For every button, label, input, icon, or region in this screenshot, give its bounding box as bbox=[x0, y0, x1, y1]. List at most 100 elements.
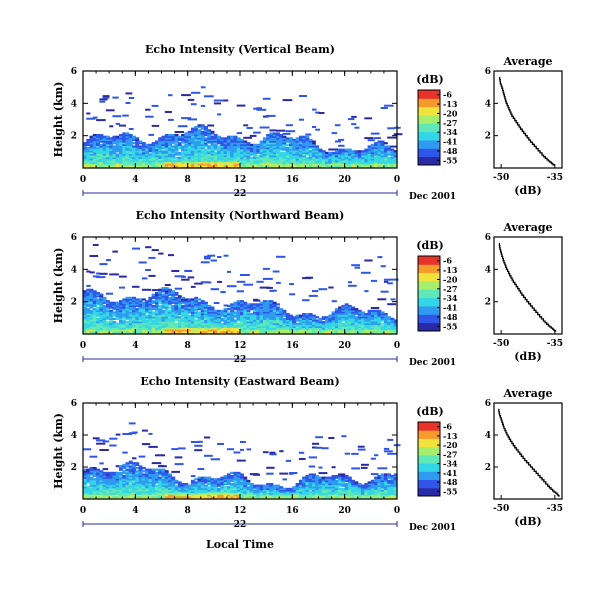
colorbar-tick: -27 bbox=[443, 284, 457, 294]
colorbar-tick: -41 bbox=[443, 468, 457, 478]
average-y-tick: 2 bbox=[485, 463, 491, 473]
colorbar-tick: -20 bbox=[443, 108, 458, 118]
colorbar-unit: (dB) bbox=[416, 405, 443, 418]
colorbar-tick: -20 bbox=[443, 274, 458, 284]
colorbar-tick: -48 bbox=[443, 477, 458, 487]
average-y-tick: 6 bbox=[485, 67, 491, 77]
y-tick-label: 6 bbox=[71, 67, 77, 77]
colorbar: (dB)-6-13-20-27-34-41-48-55 bbox=[416, 73, 458, 166]
x-tick-label: 16 bbox=[286, 175, 299, 185]
average-xlabel: (dB) bbox=[514, 515, 541, 528]
average-x-tick: -50 bbox=[493, 339, 509, 349]
x-tick-label: 20 bbox=[338, 341, 351, 351]
heatmap-cells bbox=[83, 422, 401, 500]
y-tick-label: 2 bbox=[71, 132, 77, 142]
date-label: Dec 2001 bbox=[409, 358, 456, 368]
colorbar-tick: -41 bbox=[443, 137, 457, 147]
panel-3: Echo Intensity (Eastward Beam) 0 4 8 12 16 20 0… bbox=[52, 375, 563, 533]
colorbar-tick: -34 bbox=[443, 293, 458, 303]
colorbar-tick: -13 bbox=[443, 431, 458, 441]
colorbar-tick: -48 bbox=[443, 146, 458, 156]
colorbar-tick: -6 bbox=[443, 422, 452, 432]
x-tick-label: 0 bbox=[394, 175, 400, 185]
colorbar-tick: -34 bbox=[443, 127, 458, 137]
x-tick-label: 0 bbox=[394, 341, 400, 351]
heatmap-cells bbox=[83, 244, 399, 335]
colorbar-tick: -27 bbox=[443, 118, 457, 128]
average-profile: Average 6 4 2 -50 -35 (dB) bbox=[485, 221, 563, 363]
average-title: Average bbox=[502, 221, 552, 234]
y-tick-label: 4 bbox=[71, 99, 77, 109]
y-axis-label: Height (km) bbox=[52, 82, 65, 158]
average-y-tick: 6 bbox=[485, 233, 491, 243]
panel-title: Echo Intensity (Vertical Beam) bbox=[145, 43, 335, 56]
x-axis-label: Local Time bbox=[206, 538, 274, 551]
average-x-tick: -35 bbox=[547, 339, 563, 349]
colorbar-tick: -27 bbox=[443, 449, 457, 459]
x-tick-label: 12 bbox=[234, 506, 247, 516]
x-tick-label: 4 bbox=[132, 175, 138, 185]
colorbar-tick: -55 bbox=[443, 321, 457, 331]
colorbar-tick: -6 bbox=[443, 90, 452, 100]
colorbar-tick: -55 bbox=[443, 486, 457, 496]
day-label: 22 bbox=[234, 189, 247, 199]
y-tick-label: 4 bbox=[71, 265, 77, 275]
x-tick-label: 0 bbox=[80, 175, 86, 185]
y-tick-label: 6 bbox=[71, 233, 77, 243]
panel-2: Echo Intensity (Northward Beam)0 4 8 12 16 20… bbox=[52, 209, 563, 368]
average-title: Average bbox=[502, 387, 552, 400]
colorbar-tick: -34 bbox=[443, 459, 458, 469]
panel-1: Echo Intensity (Vertical Beam) 0 4 8 12 16 20 0… bbox=[52, 43, 563, 202]
average-y-tick: 4 bbox=[485, 265, 491, 275]
x-tick-label: 0 bbox=[394, 506, 400, 516]
panel-title: Echo Intensity (Northward Beam) bbox=[136, 209, 345, 222]
average-title: Average bbox=[502, 55, 552, 68]
y-tick-label: 2 bbox=[71, 463, 77, 473]
day-label: 22 bbox=[234, 520, 247, 530]
colorbar-tick: -6 bbox=[443, 256, 452, 266]
day-label: 22 bbox=[234, 355, 247, 365]
average-x-tick: -50 bbox=[493, 504, 509, 514]
average-xlabel: (dB) bbox=[514, 350, 541, 363]
x-tick-label: 0 bbox=[80, 506, 86, 516]
colorbar-tick: -41 bbox=[443, 303, 457, 313]
y-tick-label: 2 bbox=[71, 298, 77, 308]
average-line bbox=[498, 408, 560, 497]
average-x-tick: -50 bbox=[493, 173, 509, 183]
y-tick-label: 4 bbox=[71, 431, 77, 441]
average-profile: Average 6 4 2 -50 -35 (dB) bbox=[485, 55, 563, 197]
average-profile: Average 6 4 2 -50 -35 (dB) bbox=[485, 387, 563, 528]
x-tick-label: 20 bbox=[338, 175, 351, 185]
x-tick-label: 12 bbox=[234, 175, 247, 185]
x-tick-label: 0 bbox=[80, 341, 86, 351]
x-tick-label: 12 bbox=[234, 341, 247, 351]
x-tick-label: 4 bbox=[132, 506, 138, 516]
x-tick-label: 8 bbox=[185, 341, 191, 351]
x-tick-label: 8 bbox=[185, 506, 191, 516]
average-y-tick: 4 bbox=[485, 99, 491, 109]
colorbar: (dB)-6-13-20-27-34-41-48-55 bbox=[416, 239, 458, 332]
colorbar-tick: -48 bbox=[443, 312, 458, 322]
date-label: Dec 2001 bbox=[409, 523, 456, 533]
colorbar-tick: -13 bbox=[443, 99, 458, 109]
average-y-tick: 2 bbox=[485, 298, 491, 308]
y-axis-label: Height (km) bbox=[52, 413, 65, 489]
x-tick-label: 16 bbox=[286, 506, 299, 516]
heatmap-cells bbox=[83, 86, 403, 169]
x-tick-label: 16 bbox=[286, 341, 299, 351]
colorbar-tick: -13 bbox=[443, 265, 458, 275]
y-tick-label: 6 bbox=[71, 399, 77, 409]
average-x-tick: -35 bbox=[547, 173, 563, 183]
colorbar-unit: (dB) bbox=[416, 239, 443, 252]
colorbar-tick: -55 bbox=[443, 155, 457, 165]
x-tick-label: 8 bbox=[185, 175, 191, 185]
average-x-tick: -35 bbox=[547, 504, 563, 514]
average-line bbox=[499, 76, 555, 166]
x-tick-label: 4 bbox=[132, 341, 138, 351]
average-y-tick: 4 bbox=[485, 431, 491, 441]
x-tick-label: 20 bbox=[338, 506, 351, 516]
average-line bbox=[498, 242, 557, 332]
y-axis-label: Height (km) bbox=[52, 248, 65, 324]
panel-title: Echo Intensity (Eastward Beam) bbox=[140, 375, 339, 388]
